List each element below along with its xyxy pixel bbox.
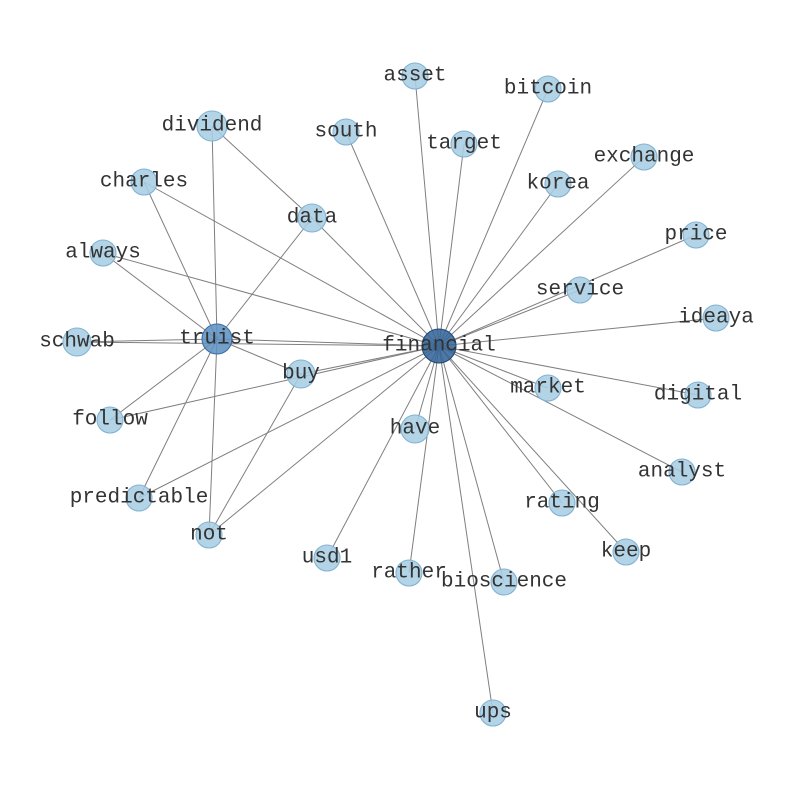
svg-text:south: south (314, 121, 377, 144)
svg-text:charles: charles (100, 171, 188, 194)
svg-text:digital: digital (654, 384, 742, 407)
svg-text:market: market (510, 377, 586, 400)
svg-text:rather: rather (371, 562, 447, 585)
svg-text:bioscience: bioscience (441, 571, 567, 594)
svg-text:price: price (664, 224, 727, 247)
svg-text:korea: korea (526, 173, 589, 196)
svg-text:rating: rating (524, 492, 600, 515)
svg-text:schwab: schwab (39, 331, 115, 354)
svg-text:buy: buy (282, 363, 320, 386)
svg-text:ideaya: ideaya (678, 307, 754, 330)
svg-text:always: always (65, 242, 141, 265)
svg-text:analyst: analyst (638, 461, 726, 484)
svg-text:exchange: exchange (594, 146, 695, 169)
svg-text:follow: follow (72, 409, 148, 432)
svg-text:bitcoin: bitcoin (504, 78, 592, 101)
svg-text:usd1: usd1 (302, 547, 352, 570)
svg-text:service: service (536, 279, 624, 302)
svg-text:target: target (426, 133, 502, 156)
svg-text:have: have (390, 418, 440, 441)
svg-text:ups: ups (474, 702, 512, 725)
svg-text:financial: financial (382, 335, 495, 358)
svg-text:data: data (287, 207, 337, 230)
svg-text:predictable: predictable (70, 487, 209, 510)
svg-text:asset: asset (383, 65, 446, 88)
svg-text:dividend: dividend (162, 115, 263, 138)
svg-text:not: not (190, 524, 228, 547)
svg-text:truist: truist (179, 328, 255, 351)
svg-text:keep: keep (601, 541, 651, 564)
